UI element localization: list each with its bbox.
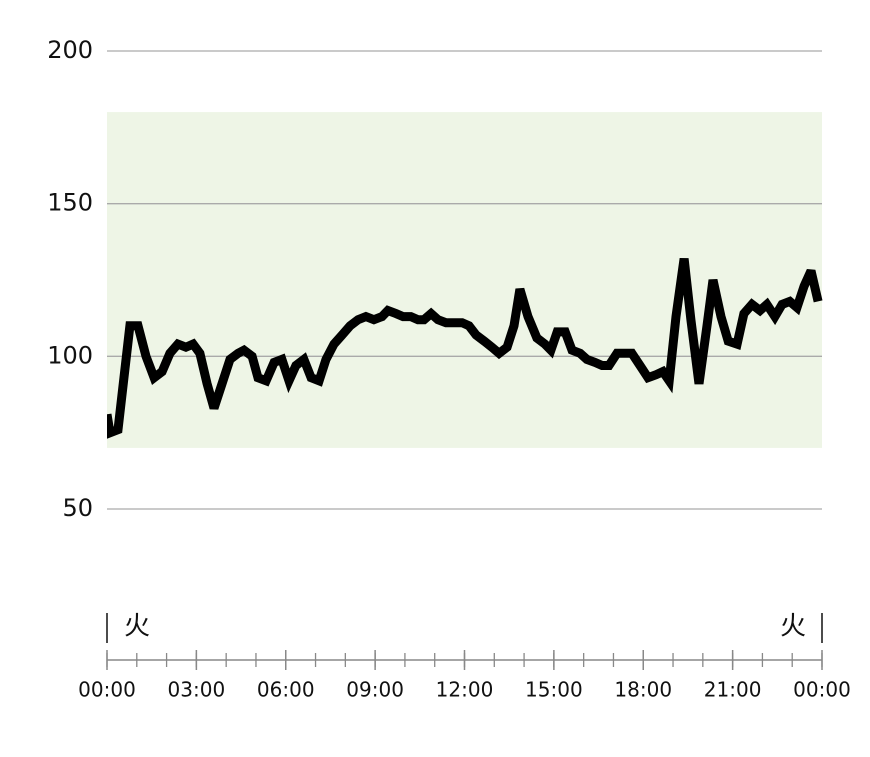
y-tick-label: 100 (47, 341, 93, 369)
x-tick-label: 03:00 (168, 678, 226, 702)
day-label: 火 (124, 612, 150, 642)
target-range (107, 112, 822, 448)
y-tick-label: 150 (47, 189, 93, 217)
day-label: 火 (780, 612, 806, 642)
y-tick-label: 200 (47, 36, 93, 64)
x-tick-label: 09:00 (346, 678, 404, 702)
x-tick-label: 06:00 (257, 678, 315, 702)
x-tick-label: 21:00 (704, 678, 762, 702)
x-tick-label: 18:00 (614, 678, 672, 702)
y-tick-label: 50 (62, 494, 93, 522)
x-tick-label: 00:00 (78, 678, 136, 702)
x-tick-label: 12:00 (436, 678, 494, 702)
x-tick-label: 15:00 (525, 678, 583, 702)
glucose-line (107, 257, 823, 439)
x-tick-label: 00:00 (793, 678, 851, 702)
